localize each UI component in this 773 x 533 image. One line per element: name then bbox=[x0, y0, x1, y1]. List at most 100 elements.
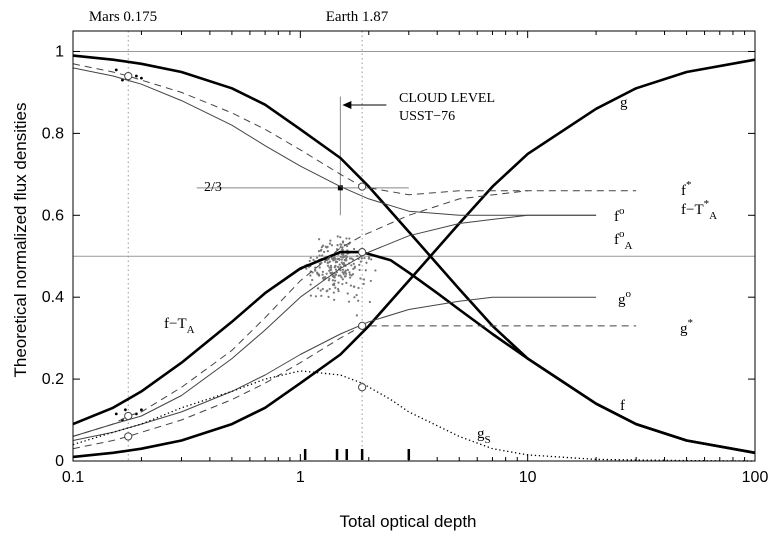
scatter-point bbox=[314, 268, 317, 271]
series-line-9 bbox=[72, 370, 756, 462]
scatter-point bbox=[336, 257, 339, 260]
scatter-point bbox=[341, 246, 344, 249]
scatter-point bbox=[345, 281, 348, 284]
y-tick-label: 0 bbox=[55, 453, 64, 470]
scatter-point bbox=[320, 245, 324, 249]
scatter-point bbox=[358, 263, 361, 266]
scatter-point bbox=[314, 266, 317, 269]
scatter-point bbox=[312, 258, 315, 262]
scatter-point bbox=[341, 282, 344, 286]
mars-data-point bbox=[134, 74, 138, 78]
scatter-point bbox=[341, 278, 344, 281]
circle-marker bbox=[358, 248, 367, 257]
scatter-point bbox=[318, 238, 321, 241]
scatter-point bbox=[333, 256, 336, 259]
rug-marks bbox=[303, 449, 411, 460]
scatter-point bbox=[350, 257, 353, 260]
scatter-point bbox=[305, 267, 308, 270]
scatter-point bbox=[343, 275, 346, 278]
scatter-point bbox=[308, 259, 311, 263]
scatter-point bbox=[356, 255, 359, 258]
circle-marker bbox=[124, 71, 133, 81]
x-tick-label: 0.1 bbox=[62, 469, 84, 486]
series-label-3: f* bbox=[681, 179, 692, 199]
scatter-point bbox=[348, 273, 352, 276]
scatter-point bbox=[357, 299, 360, 302]
series-label-8: g* bbox=[680, 317, 693, 337]
scatter-point bbox=[340, 253, 343, 256]
series-label-0: g bbox=[620, 95, 628, 111]
scatter-point bbox=[365, 261, 368, 264]
scatter-point bbox=[318, 266, 321, 269]
scatter-point bbox=[369, 279, 372, 283]
scatter-point bbox=[342, 272, 345, 276]
scatter-point bbox=[345, 257, 348, 260]
cloud-level-arrowhead bbox=[342, 101, 352, 109]
series-label-2: f−TA bbox=[164, 316, 195, 336]
scatter-point bbox=[341, 248, 344, 251]
scatter-point bbox=[321, 270, 324, 273]
scatter-point bbox=[344, 254, 347, 258]
scatter-point bbox=[331, 283, 335, 286]
mars-data-point bbox=[140, 408, 143, 412]
scatter-point bbox=[319, 249, 322, 252]
scatter-point bbox=[329, 239, 332, 242]
scatter-point bbox=[374, 269, 377, 272]
axis-ticks: 0.1 1 10 100 0 0.2 0.4 0.6 0.8 1 bbox=[42, 31, 769, 486]
scatter-point bbox=[317, 249, 321, 253]
scatter-point bbox=[347, 300, 351, 303]
y-tick-label: 0.8 bbox=[42, 125, 64, 142]
scatter-point bbox=[334, 268, 338, 271]
scatter-point bbox=[339, 246, 342, 249]
scatter-point bbox=[319, 289, 322, 292]
scatter-point bbox=[326, 289, 329, 292]
scatter-point bbox=[357, 286, 360, 290]
x-tick-label: 1 bbox=[296, 469, 305, 486]
scatter-point bbox=[317, 274, 321, 277]
series-line-2 bbox=[72, 250, 756, 455]
scatter-point bbox=[337, 281, 340, 284]
scatter-point bbox=[345, 259, 348, 262]
scatter-point bbox=[328, 277, 331, 280]
mars-data-point bbox=[123, 408, 127, 412]
scatter-point bbox=[339, 236, 342, 239]
scatter-point bbox=[341, 240, 345, 243]
scatter-point bbox=[328, 260, 332, 263]
scatter-point bbox=[353, 296, 356, 299]
series-label-1: f bbox=[620, 398, 625, 414]
scatter-point bbox=[316, 287, 320, 290]
scatter-point bbox=[329, 271, 332, 274]
scatter-point bbox=[345, 272, 348, 275]
series-lines bbox=[72, 54, 756, 462]
series-label-7: go bbox=[618, 288, 632, 308]
scatter-point bbox=[334, 261, 337, 264]
scatter-point bbox=[328, 287, 331, 291]
scatter-point bbox=[334, 286, 337, 289]
scatter-point bbox=[348, 237, 351, 240]
scatter-point bbox=[348, 276, 352, 279]
observation-scatter bbox=[114, 68, 377, 422]
scatter-point bbox=[339, 255, 343, 258]
scatter-point bbox=[345, 237, 348, 240]
x-tick-label: 100 bbox=[742, 469, 769, 486]
scatter-point bbox=[326, 264, 330, 267]
two-thirds-label: 2/3 bbox=[204, 180, 222, 195]
series-label-6: foA bbox=[614, 228, 633, 252]
scatter-point bbox=[334, 265, 337, 268]
scatter-point bbox=[348, 271, 351, 274]
scatter-point bbox=[362, 282, 365, 286]
scatter-point bbox=[336, 288, 340, 291]
scatter-point bbox=[332, 259, 335, 262]
scatter-point bbox=[332, 291, 335, 294]
series-line-7 bbox=[72, 296, 597, 441]
scatter-point bbox=[359, 260, 362, 263]
scatter-point bbox=[333, 298, 336, 301]
circle-marker bbox=[358, 383, 367, 392]
scatter-point bbox=[345, 244, 349, 248]
scatter-point bbox=[336, 235, 339, 238]
scatter-point bbox=[309, 294, 312, 297]
scatter-point bbox=[329, 266, 333, 269]
scatter-point bbox=[311, 278, 314, 282]
scatter-point bbox=[338, 263, 341, 266]
mars-data-point bbox=[134, 412, 138, 416]
